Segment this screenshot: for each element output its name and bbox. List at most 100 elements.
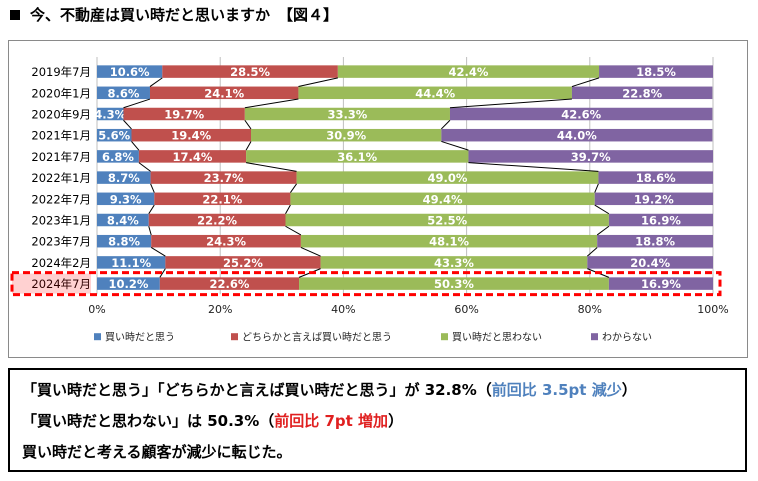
bar-segment [154, 192, 291, 206]
category-label: 2020年1月 [31, 86, 91, 100]
summary-line-2-text: 「買い時だと思わない」は 50.3%（ [22, 412, 275, 430]
bar-segment [123, 107, 245, 121]
data-label: 48.1% [429, 235, 469, 249]
data-label: 28.5% [230, 65, 270, 79]
bar-segment [320, 256, 588, 269]
bar-segment [290, 192, 595, 206]
category-label: 2021年1月 [31, 129, 91, 143]
data-label: 18.6% [636, 171, 676, 185]
series-connector-line [449, 98, 572, 109]
bar-segment [150, 171, 297, 184]
bar-segment [598, 171, 713, 184]
data-label: 17.4% [173, 150, 213, 164]
bar-segment [298, 86, 572, 100]
data-label: 50.3% [434, 277, 474, 291]
data-label: 18.5% [636, 65, 676, 79]
bar-segment [608, 277, 713, 290]
bar-segment [449, 107, 713, 121]
data-label: 30.9% [326, 129, 366, 143]
summary-line-2-end: ） [388, 412, 404, 430]
category-label: 2023年7月 [31, 235, 91, 249]
series-connector-line [138, 162, 151, 172]
bar-segment [97, 86, 150, 100]
data-label: 52.5% [427, 214, 467, 228]
series-connector-line [468, 162, 599, 172]
summary-line-2-accent: 前回比 7pt 増加 [274, 412, 389, 430]
bar-segment [246, 150, 469, 163]
series-connector-line [149, 77, 163, 87]
bar-segment [97, 234, 152, 248]
data-label: 20.4% [630, 256, 670, 270]
bar-segment [165, 256, 321, 269]
bar-segment [97, 171, 151, 184]
data-label: 6.8% [102, 150, 134, 164]
data-label: 19.7% [164, 108, 204, 122]
data-label: 22.8% [622, 86, 662, 100]
series-connector-line [594, 204, 610, 215]
bar-segment [97, 107, 124, 121]
legend-swatch [94, 333, 101, 341]
summary-box: 「買い時だと思う」「どちらかと言えば買い時だと思う」が 32.8%（前回比 3.… [8, 368, 747, 472]
data-label: 22.1% [202, 192, 242, 206]
series-connector-line [150, 183, 155, 193]
data-label: 10.2% [108, 277, 148, 291]
bar-segment [97, 213, 149, 227]
series-connector-line [131, 141, 140, 151]
legend-swatch [441, 333, 448, 341]
data-label: 5.6% [98, 129, 130, 143]
series-connector-line [123, 119, 132, 130]
bar-segment [138, 150, 247, 163]
series-connector-line [571, 77, 600, 88]
data-label: 19.4% [171, 129, 211, 143]
data-label: 24.3% [206, 235, 246, 249]
figure-label: 【図４】 [278, 6, 339, 24]
summary-line-3: 買い時だと考える顧客が減少に転じた。 [22, 443, 292, 461]
bar-segment [285, 213, 609, 227]
category-label: 2022年7月 [31, 192, 91, 206]
data-label: 9.3% [110, 192, 142, 206]
x-tick-label: 0% [88, 303, 105, 316]
summary-line-2: 「買い時だと思わない」は 50.3%（前回比 7pt 増加） [22, 406, 733, 437]
x-tick-label: 100% [697, 303, 728, 316]
summary-line-1: 「買い時だと思う」「どちらかと言えば買い時だと思う」が 32.8%（前回比 3.… [22, 375, 733, 406]
category-label: 2019年7月 [31, 65, 91, 79]
category-label: 2022年1月 [31, 171, 91, 185]
category-label: 2024年2月 [31, 256, 91, 270]
category-label: 2021年7月 [31, 150, 91, 164]
legend-label: どちらかと言えば買い時だと思う [242, 331, 392, 344]
data-label: 16.9% [641, 214, 681, 228]
bar-segment [296, 171, 599, 184]
data-label: 42.4% [448, 65, 488, 79]
bar-segment [97, 128, 132, 142]
stacked-bar-chart: 0% 20% 40% 60% 80% 100% 10.6% 28.5% 42.4% 18.5% 20… [10, 57, 729, 344]
legend-label: わからない [602, 332, 652, 344]
x-tick-label: 40% [331, 303, 355, 316]
bar-segment [149, 86, 299, 100]
series-connector-line [123, 98, 151, 109]
data-label: 24.1% [204, 86, 244, 100]
heading-square-icon [10, 9, 20, 20]
x-tick-label: 80% [578, 303, 602, 316]
series-connector-line [148, 204, 155, 215]
bar-segment [608, 213, 713, 227]
heading-title: 今、不動産は買い時だと思いますか [30, 6, 271, 24]
series-connector-line [159, 268, 166, 278]
summary-line-1-text: 「買い時だと思う」「どちらかと言えば買い時だと思う」が 32.8%（ [22, 381, 492, 399]
bar-segment [97, 256, 166, 269]
chart-frame: 0% 20% 40% 60% 80% 100% 10.6% 28.5% 42.4% 18.5% 20… [8, 40, 748, 358]
bar-segment [97, 192, 155, 206]
data-label: 18.8% [635, 235, 675, 249]
legend-label: 買い時だと思わない [452, 332, 542, 344]
summary-line-1-end: ） [621, 381, 637, 399]
series-connector-line [300, 246, 321, 257]
series-connector-line [290, 183, 297, 193]
bar-segment [251, 128, 442, 142]
series-connector-line [596, 225, 610, 236]
data-label: 23.7% [204, 171, 244, 185]
data-label: 39.7% [571, 150, 611, 164]
data-label: 44.0% [557, 129, 597, 143]
bar-segment [599, 65, 713, 78]
data-label: 8.8% [108, 235, 140, 249]
series-connector-line [441, 140, 469, 151]
data-label: 19.2% [634, 192, 674, 206]
